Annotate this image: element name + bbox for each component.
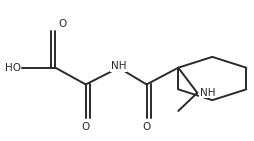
Text: NH: NH xyxy=(199,88,214,98)
Text: NH: NH xyxy=(110,61,126,71)
Text: O: O xyxy=(142,122,150,132)
Text: O: O xyxy=(81,122,90,132)
Text: O: O xyxy=(58,19,66,29)
Text: HO: HO xyxy=(5,63,21,73)
